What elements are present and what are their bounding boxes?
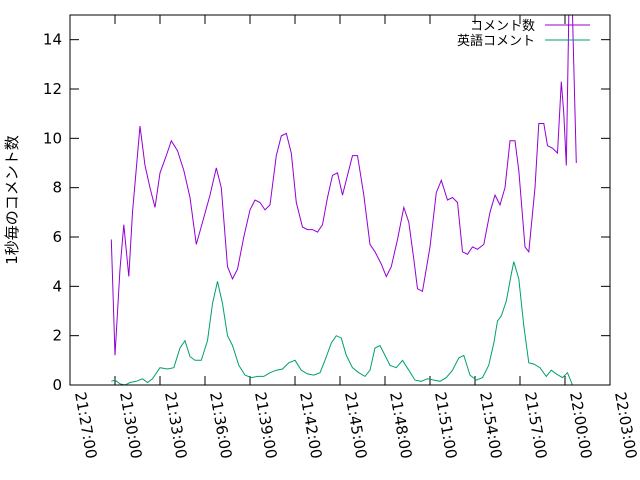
legend-label-1: コメント数: [470, 19, 535, 34]
y-tick-label: 4: [52, 277, 62, 295]
y-tick-label: 6: [52, 228, 62, 246]
y-tick-label: 0: [52, 376, 62, 394]
legend-label-2: 英語コメント: [457, 33, 535, 49]
y-tick-label: 2: [52, 327, 62, 345]
series-line-2: [111, 261, 573, 386]
y-tick-label: 10: [43, 129, 62, 147]
y-axis-label: 1秒毎のコメント数: [3, 135, 21, 265]
y-tick-label: 14: [43, 31, 62, 49]
series-lines: [110, 14, 577, 386]
y-tick-label: 12: [43, 80, 62, 98]
plot-frame: [69, 14, 611, 386]
y-axis-tick-labels: 0 2 4 6 8 10 12 14: [43, 31, 62, 394]
y-tick-label: 8: [52, 179, 62, 197]
series-line-1: [110, 14, 577, 356]
tick-marks: [69, 15, 611, 386]
